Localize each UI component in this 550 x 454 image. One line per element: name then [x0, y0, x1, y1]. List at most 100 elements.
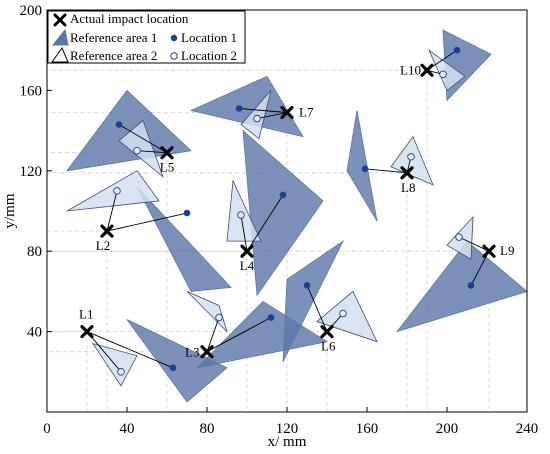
legend-reference-area-1-swatch: [51, 28, 69, 46]
actual-impact-marker-l3: [200, 345, 214, 359]
legend-location-2-label: Location 2: [181, 48, 237, 63]
y-tick-label: 160: [20, 83, 43, 99]
leader-line-1-l5: [118, 124, 168, 154]
point-label-l2: L2: [96, 238, 110, 253]
legend-actual-marker: [53, 13, 67, 27]
reference-area-2-l6: [316, 290, 378, 343]
leader-line-1-l6: [306, 285, 328, 332]
x-tick-label: 0: [43, 421, 51, 437]
actual-impact-marker-l6: [320, 325, 334, 339]
reference-area-2-l4: [226, 179, 262, 242]
legend-location-1-marker: [170, 34, 178, 42]
axis-ticks: 0 40 80 120 160 200 240 40 80 120 160 200: [20, 3, 539, 437]
reference-area-2-l10: [428, 48, 466, 92]
leader-line-1-l1: [86, 331, 174, 369]
actual-impact-marker-l1: [80, 325, 94, 339]
legend-reference-area-1-label: Reference area 1: [70, 30, 157, 45]
x-tick-label: 120: [276, 421, 299, 437]
leader-line-2-l7: [256, 112, 288, 119]
point-label-l9: L9: [500, 243, 514, 258]
guide-line-l6: [47, 331, 328, 412]
x-tick-label: 200: [436, 421, 459, 437]
series-layer: L1 L2 L3 L4 L5 L6 L7 L8 L9 L10: [66, 29, 528, 403]
y-tick-label: 120: [20, 164, 43, 180]
x-tick-label: 240: [516, 421, 539, 437]
actual-impact-marker-l9: [482, 244, 496, 258]
reference-area-2-l7: [240, 90, 272, 140]
leader-line-1-l2: [106, 212, 188, 232]
leader-line-2-l5: [136, 150, 168, 154]
location-2-point-l10: [439, 70, 447, 79]
reference-area-1-l8: [346, 110, 378, 222]
actual-impact-marker-l4: [240, 244, 254, 258]
location-1-point-l3: [267, 314, 275, 321]
location-2-point-l7: [253, 114, 261, 123]
leader-line-2-l9: [458, 236, 490, 252]
location-1-point-l6: [303, 282, 311, 289]
x-tick-label: 160: [356, 421, 379, 437]
reference-area-1-l9: [395, 240, 528, 333]
reference-area-1-l6: [282, 239, 345, 362]
guide-line-l10: [47, 69, 428, 412]
point-label-l4: L4: [240, 258, 255, 273]
actual-impact-marker-l5: [160, 146, 174, 160]
point-label-l1: L1: [79, 307, 93, 322]
location-2-point-l9: [455, 233, 463, 241]
y-tick-label: 40: [27, 325, 42, 341]
legend-box: [47, 10, 246, 64]
location-1-point-l7: [235, 105, 243, 112]
x-tick-label: 40: [120, 421, 135, 437]
legend-actual-label: Actual impact location: [70, 11, 189, 26]
actual-impact-marker-l2: [100, 224, 114, 238]
y-tick-label: 80: [27, 244, 42, 260]
point-label-l7: L7: [299, 105, 314, 120]
location-1-point-l10: [453, 46, 461, 54]
location-2-point-l4: [237, 211, 245, 219]
reference-area-1-l2: [136, 186, 232, 292]
location-1-point-l9: [467, 282, 475, 289]
location-1-point-l1: [169, 364, 177, 372]
leader-line-2-l4: [240, 214, 248, 252]
legend-reference-area-2-label: Reference area 2: [70, 48, 157, 63]
leader-line-2-l1: [86, 331, 122, 373]
x-tick-label: 80: [200, 421, 215, 437]
reference-area-2-l3: [186, 291, 228, 332]
location-1-point-l2: [183, 209, 191, 217]
point-label-l6: L6: [321, 339, 336, 354]
leader-line-1-l3: [206, 317, 272, 353]
location-2-point-l1: [117, 368, 125, 376]
leader-line-1-l4: [246, 194, 284, 252]
point-label-l10: L10: [400, 62, 421, 77]
point-label-l5: L5: [160, 160, 174, 175]
location-2-point-l8: [407, 152, 415, 161]
guide-line-l7: [47, 112, 288, 412]
location-2-point-l2: [113, 187, 121, 195]
y-axis-label: y/mm: [2, 193, 18, 228]
location-2-point-l6: [339, 309, 347, 318]
guide-line-l8: [47, 172, 408, 412]
leader-line-1-l7: [238, 108, 288, 113]
reference-area-2-l5: [118, 119, 164, 179]
legend-location-2-marker: [170, 52, 178, 60]
leader-line-2-l3: [206, 317, 220, 352]
point-label-l3: L3: [185, 345, 199, 360]
y-tick-label: 200: [20, 3, 43, 19]
guide-line-l1: [47, 331, 88, 412]
legend-location-1-label: Location 1: [181, 30, 237, 45]
actual-impact-marker-l8: [400, 166, 414, 180]
leader-line-1-l8: [364, 168, 408, 174]
x-axis-label: x/ mm: [268, 434, 307, 450]
actual-impact-marker-l10: [420, 63, 434, 77]
legend-reference-area-2-swatch: [51, 46, 69, 63]
actual-impact-marker-l7: [280, 105, 294, 120]
location-2-point-l5: [133, 146, 141, 155]
guide-line-l2: [47, 230, 108, 412]
reference-area-1-l4: [242, 129, 324, 297]
leader-line-2-l2: [106, 190, 118, 232]
location-1-point-l4: [279, 191, 287, 199]
point-label-l8: L8: [401, 180, 415, 195]
location-2-point-l3: [215, 313, 223, 322]
leader-line-1-l9: [470, 250, 490, 286]
reference-area-2-l2: [66, 170, 160, 212]
